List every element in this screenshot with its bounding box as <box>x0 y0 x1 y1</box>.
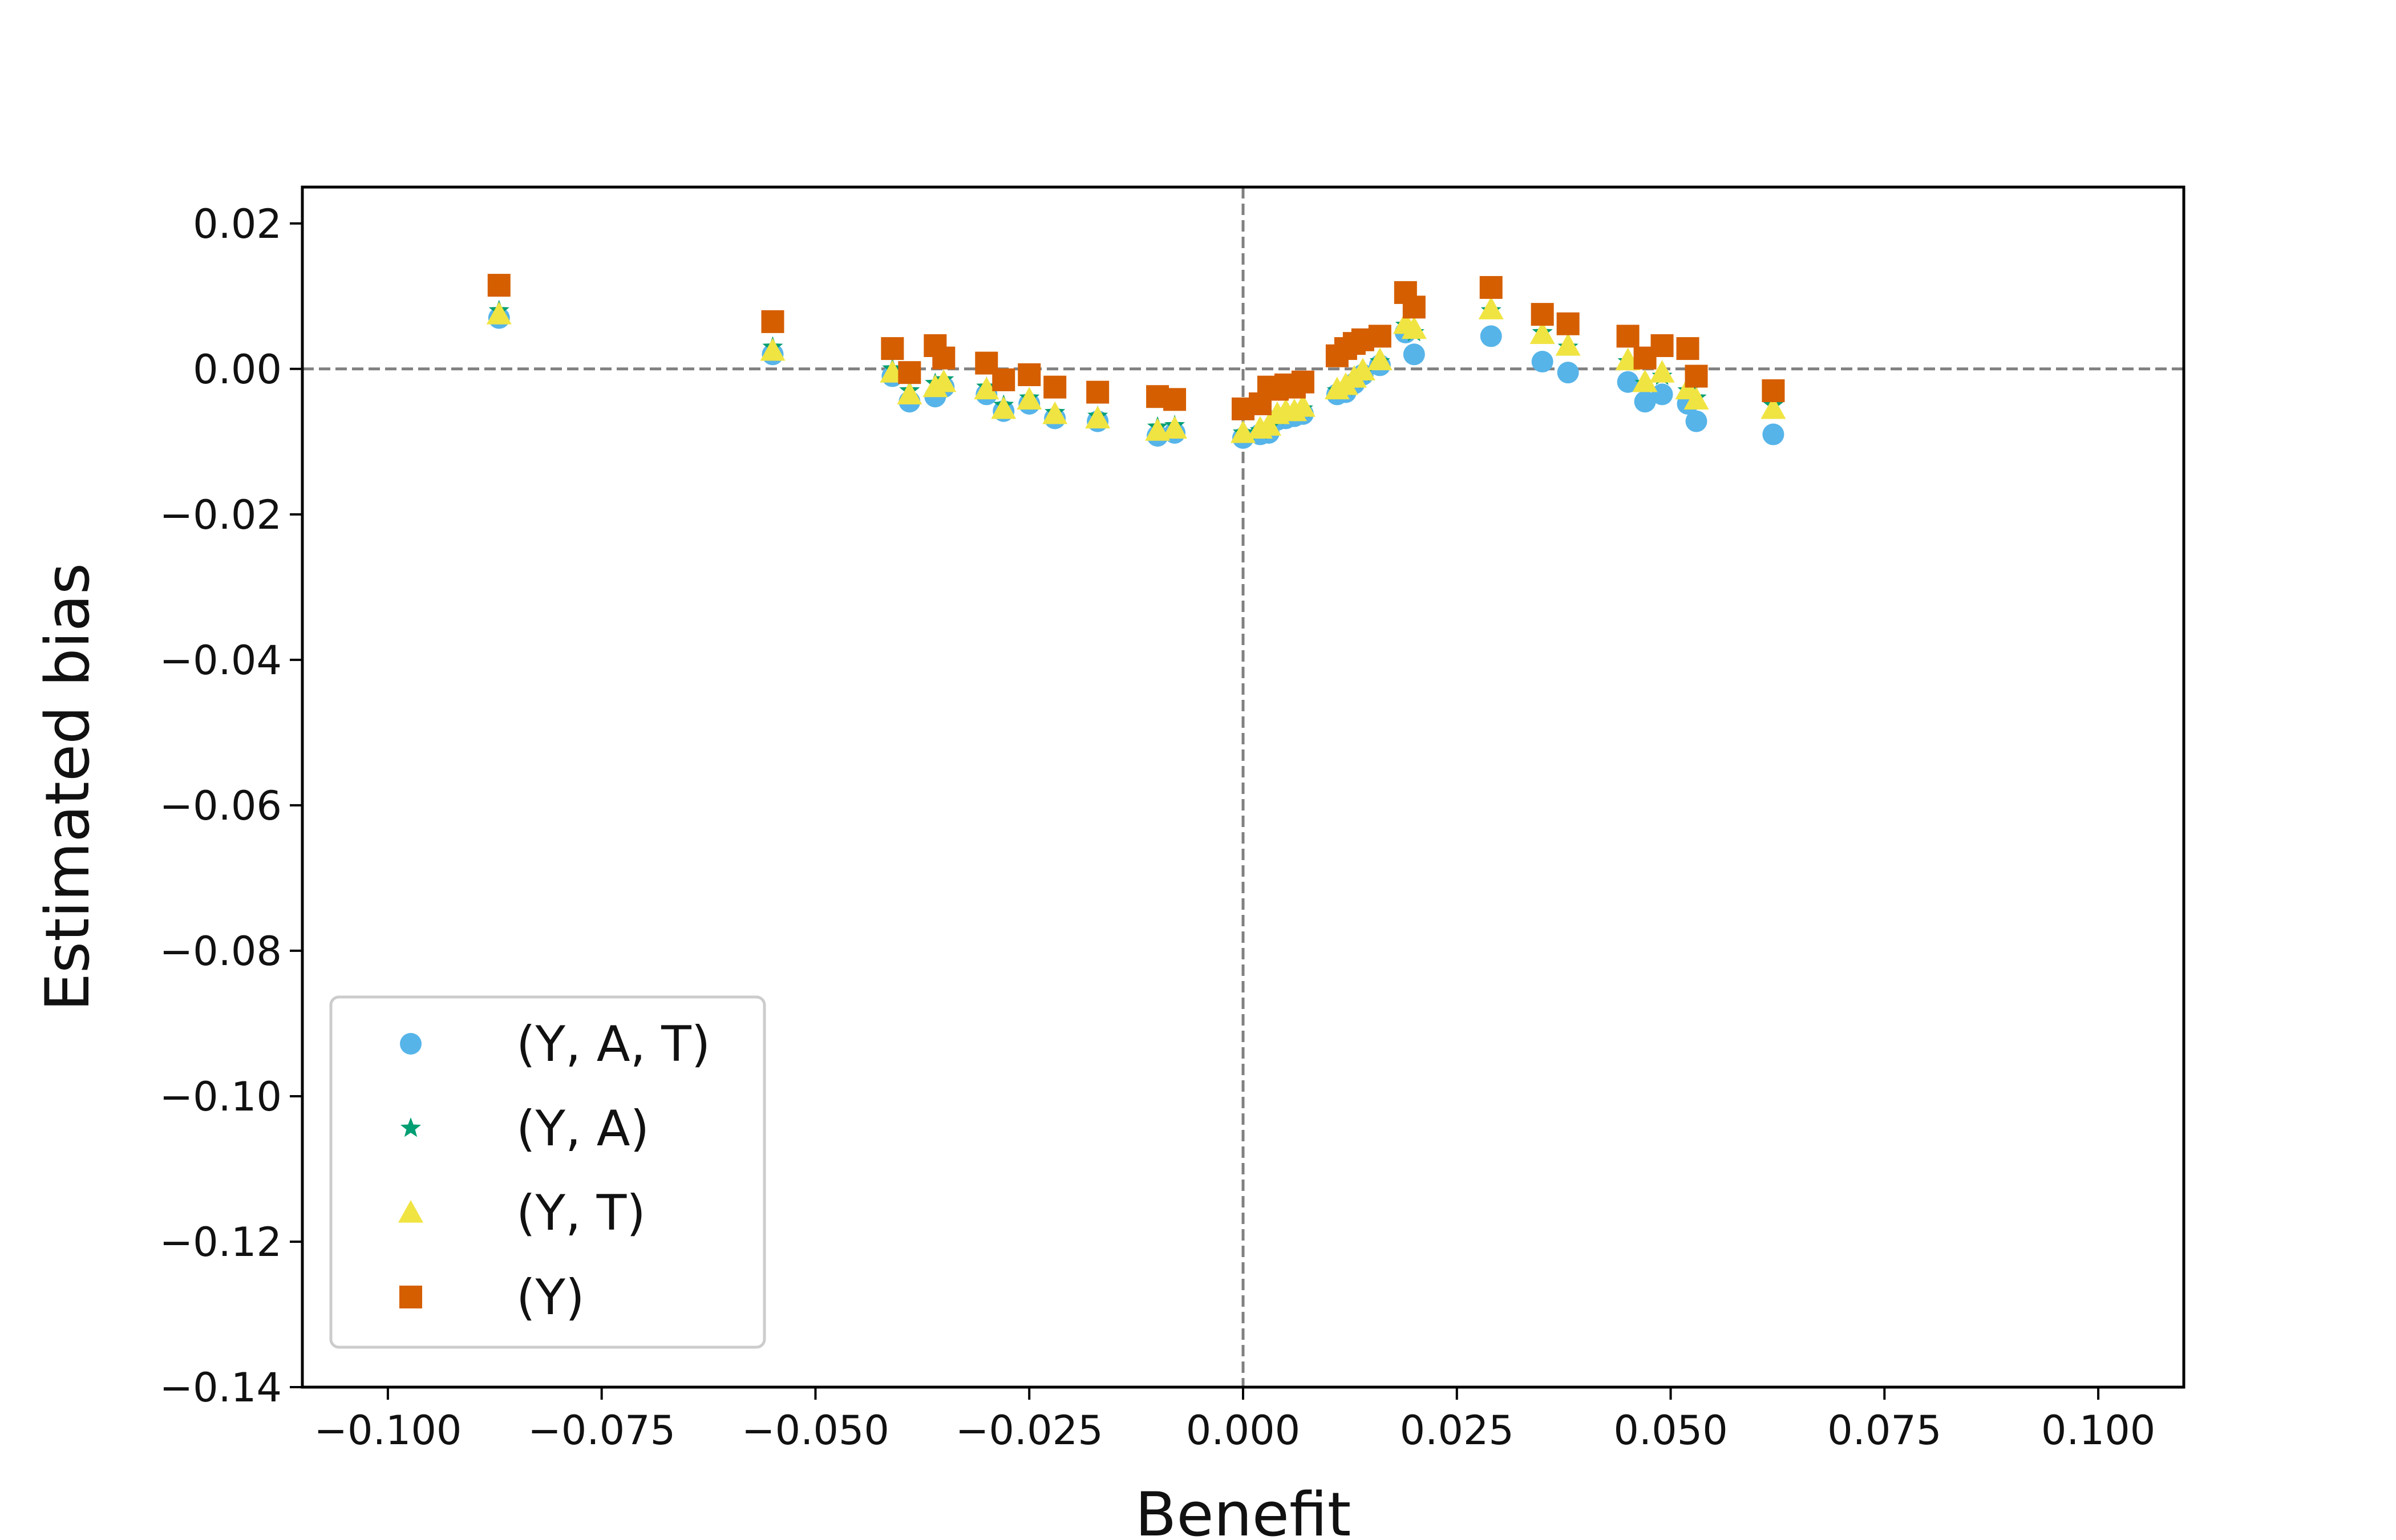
data-point <box>1478 297 1504 319</box>
legend-marker <box>400 1117 422 1137</box>
data-point <box>1042 401 1068 424</box>
x-axis-label: Benefit <box>1135 1480 1351 1540</box>
data-point <box>486 302 512 325</box>
x-tick-label: −0.050 <box>742 1407 889 1454</box>
data-point <box>487 274 511 297</box>
data-point <box>1617 371 1639 393</box>
y-axis-ticks: 0.02 0.00 −0.02 −0.04 −0.06 −0.08 −0.10 −0.12 −0… <box>159 201 302 1411</box>
data-markers <box>486 274 1786 449</box>
data-point <box>1085 406 1111 429</box>
y-tick-label: −0.10 <box>159 1073 282 1120</box>
data-point <box>1762 423 1784 445</box>
data-point <box>1650 334 1674 357</box>
data-point <box>1291 370 1314 394</box>
data-point <box>760 338 786 361</box>
x-tick-label: 0.100 <box>2041 1407 2155 1454</box>
data-point <box>1480 325 1502 347</box>
data-point <box>1043 375 1067 399</box>
data-point <box>1555 333 1581 356</box>
data-point <box>931 369 957 392</box>
data-point <box>1402 295 1426 319</box>
x-tick-label: 0.050 <box>1613 1407 1727 1454</box>
data-point <box>1762 379 1785 403</box>
x-tick-label: −0.025 <box>956 1407 1103 1454</box>
data-point <box>1145 418 1171 441</box>
legend-label: (Y) <box>516 1269 585 1326</box>
data-point <box>1018 363 1041 386</box>
reference-lines <box>302 187 2184 1387</box>
x-tick-label: −0.100 <box>314 1407 462 1454</box>
data-point <box>1086 380 1110 404</box>
data-point <box>1479 275 1503 299</box>
data-point <box>1557 362 1579 384</box>
data-point <box>1676 337 1699 360</box>
x-axis-ticks: −0.100 −0.075 −0.050 −0.025 0.000 0.025 0.050 0… <box>314 1387 2155 1454</box>
series-3-points <box>486 297 1786 443</box>
data-point <box>1531 351 1553 373</box>
data-point <box>1163 388 1187 411</box>
legend-marker <box>399 1286 422 1308</box>
x-tick-label: 0.025 <box>1400 1407 1514 1454</box>
data-point <box>1529 321 1555 345</box>
data-point <box>1290 394 1316 417</box>
data-point <box>1401 316 1427 339</box>
y-tick-label: −0.04 <box>159 637 282 684</box>
legend-marker <box>398 1200 423 1223</box>
data-point <box>1368 325 1391 348</box>
y-axis-label: Estimated bias <box>33 563 103 1011</box>
data-point <box>1760 396 1786 419</box>
x-tick-label: 0.000 <box>1186 1407 1300 1454</box>
data-point <box>932 346 956 370</box>
data-point <box>1632 369 1658 392</box>
legend-label: (Y, A, T) <box>516 1016 710 1073</box>
data-point <box>1017 387 1042 410</box>
data-point <box>1651 383 1673 406</box>
data-point <box>1162 416 1188 439</box>
data-point <box>1350 358 1375 380</box>
data-point <box>1531 303 1554 326</box>
y-tick-label: −0.06 <box>159 783 282 829</box>
data-point <box>898 361 921 384</box>
data-point <box>1556 312 1580 335</box>
y-tick-label: 0.02 <box>193 201 282 248</box>
data-point <box>1256 413 1281 436</box>
legend-box <box>329 995 766 1349</box>
data-point <box>1683 387 1709 410</box>
data-point <box>992 368 1015 391</box>
data-point <box>881 337 904 360</box>
data-point <box>991 396 1017 419</box>
series-4-points <box>487 274 1785 420</box>
data-point <box>974 376 999 400</box>
y-tick-label: −0.12 <box>159 1219 282 1266</box>
data-point <box>1403 343 1425 366</box>
x-tick-label: 0.075 <box>1827 1407 1941 1454</box>
data-point <box>1616 325 1640 348</box>
y-tick-label: −0.08 <box>159 928 282 975</box>
legend-marker <box>400 1033 422 1055</box>
data-point <box>1685 410 1707 432</box>
x-tick-label: −0.075 <box>528 1407 675 1454</box>
y-tick-label: −0.14 <box>159 1364 282 1411</box>
data-point <box>761 310 784 333</box>
legend-label: (Y, T) <box>516 1185 646 1242</box>
y-tick-label: −0.02 <box>159 492 282 538</box>
data-point <box>1634 391 1656 413</box>
legend-label: (Y, A) <box>516 1100 649 1157</box>
data-point <box>897 382 922 405</box>
data-point <box>1649 360 1675 383</box>
data-point <box>1685 364 1708 388</box>
legend: (Y, A, T) (Y, A) (Y, T) (Y) <box>329 995 766 1349</box>
y-tick-label: 0.00 <box>193 346 282 393</box>
data-point <box>1367 347 1393 371</box>
